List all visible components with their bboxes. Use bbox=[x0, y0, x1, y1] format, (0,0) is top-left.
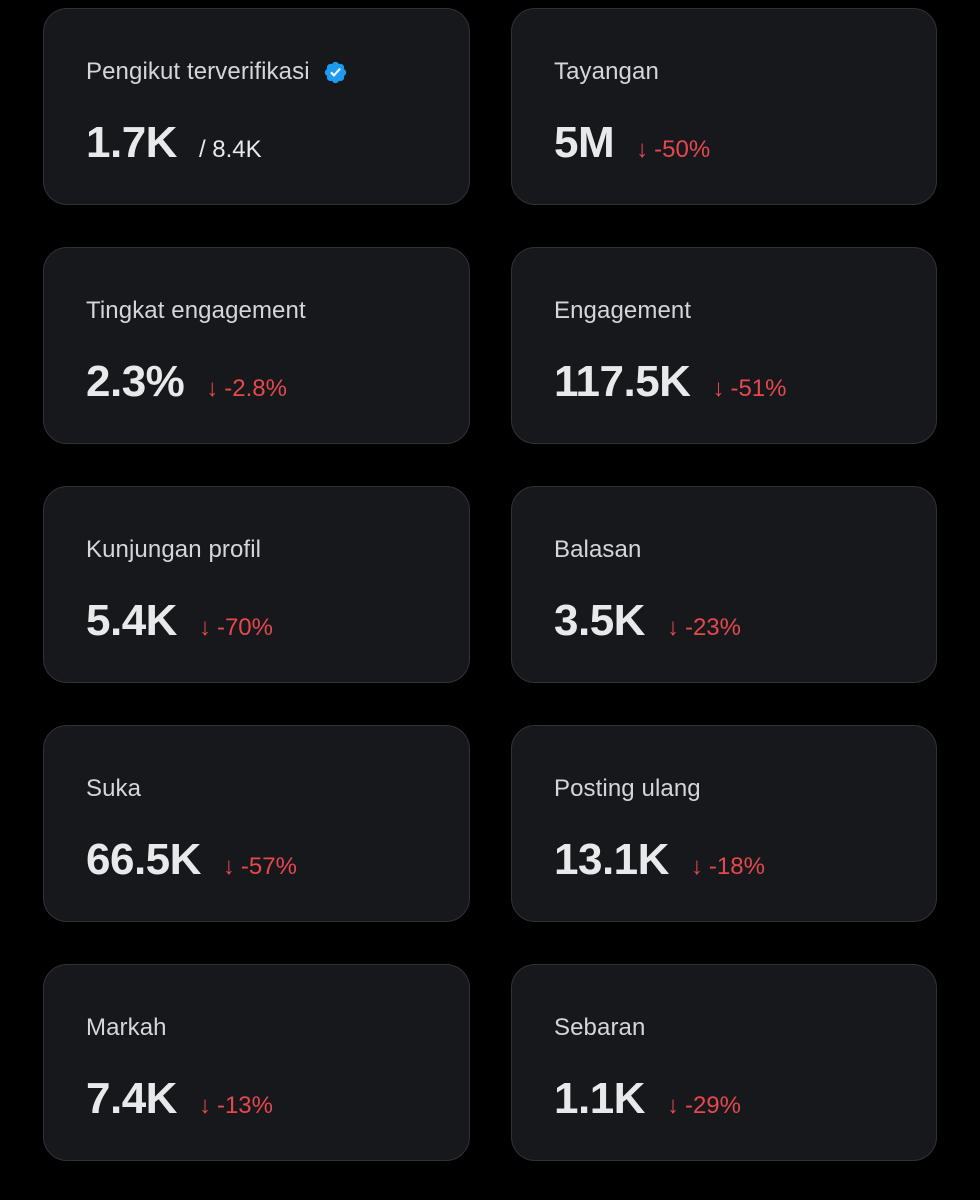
verified-badge-icon bbox=[323, 60, 348, 85]
metric-title-row: Pengikut terverifikasi bbox=[86, 58, 469, 85]
metric-change: ↓ -2.8% bbox=[206, 375, 287, 403]
metric-value-row: 117.5K ↓ -51% bbox=[554, 356, 936, 408]
metric-value: 1.1K bbox=[554, 1074, 645, 1123]
metric-value-row: 1.1K ↓ -29% bbox=[554, 1073, 936, 1125]
metric-change: ↓ -51% bbox=[712, 375, 786, 403]
metric-title: Engagement bbox=[554, 297, 692, 324]
metric-total: / 8.4K bbox=[198, 136, 262, 163]
metric-title: Tingkat engagement bbox=[86, 297, 306, 324]
metric-value-row: 13.1K ↓ -18% bbox=[554, 834, 936, 886]
metric-change-value: -50% bbox=[654, 136, 711, 163]
metric-change: ↓ -50% bbox=[636, 136, 710, 164]
metric-value-row: 7.4K ↓ -13% bbox=[86, 1073, 469, 1125]
metric-value: 1.7K bbox=[86, 118, 177, 167]
metric-change-value: -23% bbox=[684, 614, 741, 641]
metric-change-value: -29% bbox=[684, 1092, 741, 1119]
metric-title: Markah bbox=[86, 1014, 167, 1041]
metric-change: ↓ -57% bbox=[223, 853, 297, 881]
metric-card-likes[interactable]: Suka 66.5K ↓ -57% bbox=[43, 725, 470, 922]
arrow-down-icon: ↓ bbox=[198, 1092, 211, 1119]
arrow-down-icon: ↓ bbox=[712, 375, 725, 402]
metric-card-engagement-rate[interactable]: Tingkat engagement 2.3% ↓ -2.8% bbox=[43, 247, 470, 444]
metric-title: Balasan bbox=[554, 536, 642, 563]
arrow-down-icon: ↓ bbox=[690, 853, 703, 880]
metric-card-bookmarks[interactable]: Markah 7.4K ↓ -13% bbox=[43, 964, 470, 1161]
metric-title: Posting ulang bbox=[554, 775, 701, 802]
metric-value-row: 5.4K ↓ -70% bbox=[86, 595, 469, 647]
metric-change: ↓ -23% bbox=[667, 614, 741, 642]
metric-change: ↓ -70% bbox=[199, 614, 273, 642]
metric-value: 66.5K bbox=[86, 835, 201, 884]
metric-card-engagement[interactable]: Engagement 117.5K ↓ -51% bbox=[511, 247, 937, 444]
metric-change-value: -18% bbox=[708, 853, 765, 880]
arrow-down-icon: ↓ bbox=[666, 614, 679, 641]
metric-value: 3.5K bbox=[554, 596, 645, 645]
metric-change: ↓ -13% bbox=[199, 1092, 273, 1120]
metric-title: Suka bbox=[86, 775, 142, 802]
metric-value: 5.4K bbox=[86, 596, 177, 645]
metric-value-row: 2.3% ↓ -2.8% bbox=[86, 356, 469, 408]
metric-change-value: -70% bbox=[216, 614, 273, 641]
metric-card-profile-visits[interactable]: Kunjungan profil 5.4K ↓ -70% bbox=[43, 486, 470, 683]
metric-value: 5M bbox=[554, 118, 615, 167]
metric-change: ↓ -29% bbox=[667, 1092, 741, 1120]
metric-change-value: -2.8% bbox=[224, 375, 287, 402]
metric-card-shares[interactable]: Sebaran 1.1K ↓ -29% bbox=[511, 964, 937, 1161]
metric-value-row: 5M ↓ -50% bbox=[554, 117, 936, 169]
arrow-down-icon: ↓ bbox=[222, 853, 235, 880]
metrics-grid: Pengikut terverifikasi 1.7K / 8.4K Tayan… bbox=[43, 8, 937, 1161]
arrow-down-icon: ↓ bbox=[206, 375, 219, 402]
metric-title: Kunjungan profil bbox=[86, 536, 262, 563]
metric-change-value: -13% bbox=[216, 1092, 273, 1119]
metric-change-value: -57% bbox=[240, 853, 297, 880]
metric-value: 2.3% bbox=[86, 357, 185, 406]
arrow-down-icon: ↓ bbox=[636, 136, 649, 163]
metric-card-verified-followers[interactable]: Pengikut terverifikasi 1.7K / 8.4K bbox=[43, 8, 470, 205]
metric-value: 117.5K bbox=[554, 357, 691, 406]
metric-change-value: -51% bbox=[730, 375, 787, 402]
metric-title: Sebaran bbox=[554, 1014, 646, 1041]
metric-title: Tayangan bbox=[554, 58, 659, 85]
arrow-down-icon: ↓ bbox=[198, 614, 211, 641]
metric-title: Pengikut terverifikasi bbox=[86, 58, 310, 85]
metric-value: 7.4K bbox=[86, 1074, 177, 1123]
metric-value-row: 66.5K ↓ -57% bbox=[86, 834, 469, 886]
metric-card-replies[interactable]: Balasan 3.5K ↓ -23% bbox=[511, 486, 937, 683]
metric-value-row: 3.5K ↓ -23% bbox=[554, 595, 936, 647]
arrow-down-icon: ↓ bbox=[666, 1092, 679, 1119]
metric-value: 13.1K bbox=[554, 835, 669, 884]
metric-value-row: 1.7K / 8.4K bbox=[86, 117, 469, 169]
metric-card-impressions[interactable]: Tayangan 5M ↓ -50% bbox=[511, 8, 937, 205]
metric-change: ↓ -18% bbox=[691, 853, 765, 881]
metric-card-reposts[interactable]: Posting ulang 13.1K ↓ -18% bbox=[511, 725, 937, 922]
